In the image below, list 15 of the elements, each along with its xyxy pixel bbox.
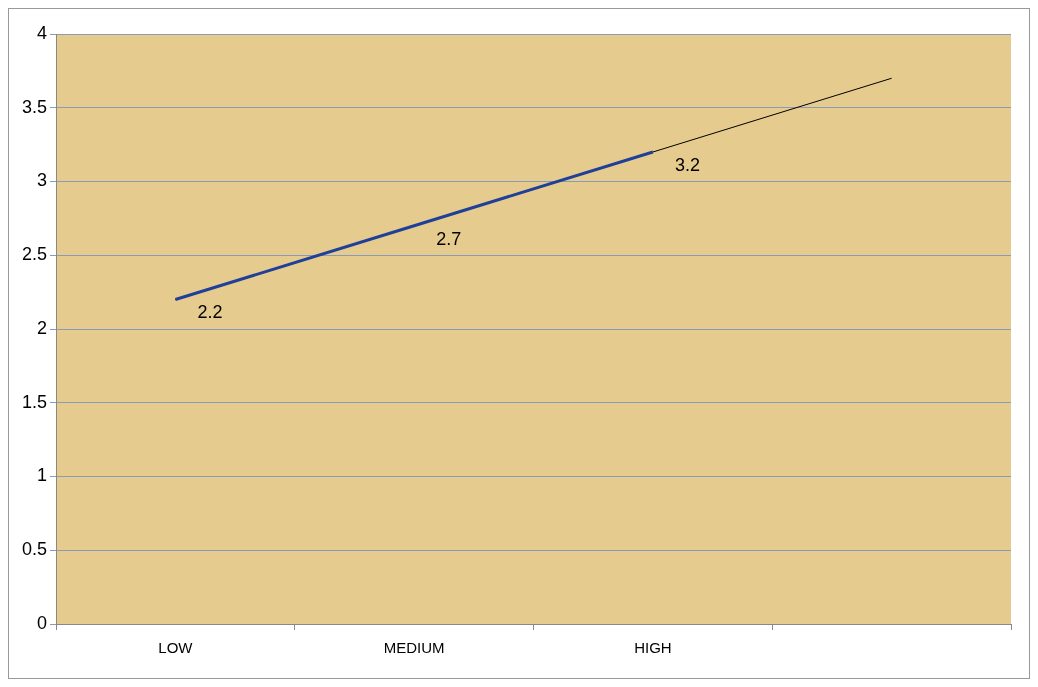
y-tick-label: 3.5 [21, 96, 48, 117]
x-tick-label: LOW [158, 639, 194, 657]
y-tick-label: 3 [37, 170, 48, 191]
data-label: 3.2 [674, 154, 700, 175]
data-label: 2.2 [197, 302, 223, 323]
y-tick-label: 2.5 [21, 244, 48, 265]
y-tick-label: 1.5 [21, 391, 48, 412]
data-label: 2.7 [436, 228, 462, 249]
x-tick-label: MEDIUM [383, 639, 445, 657]
x-tick-label: HIGH [634, 639, 672, 657]
y-tick-label: 0.5 [21, 539, 48, 560]
y-tick-label: 1 [37, 465, 48, 486]
y-tick-label: 4 [37, 22, 48, 43]
y-tick-label: 0 [37, 612, 48, 633]
y-tick-label: 2 [37, 317, 48, 338]
